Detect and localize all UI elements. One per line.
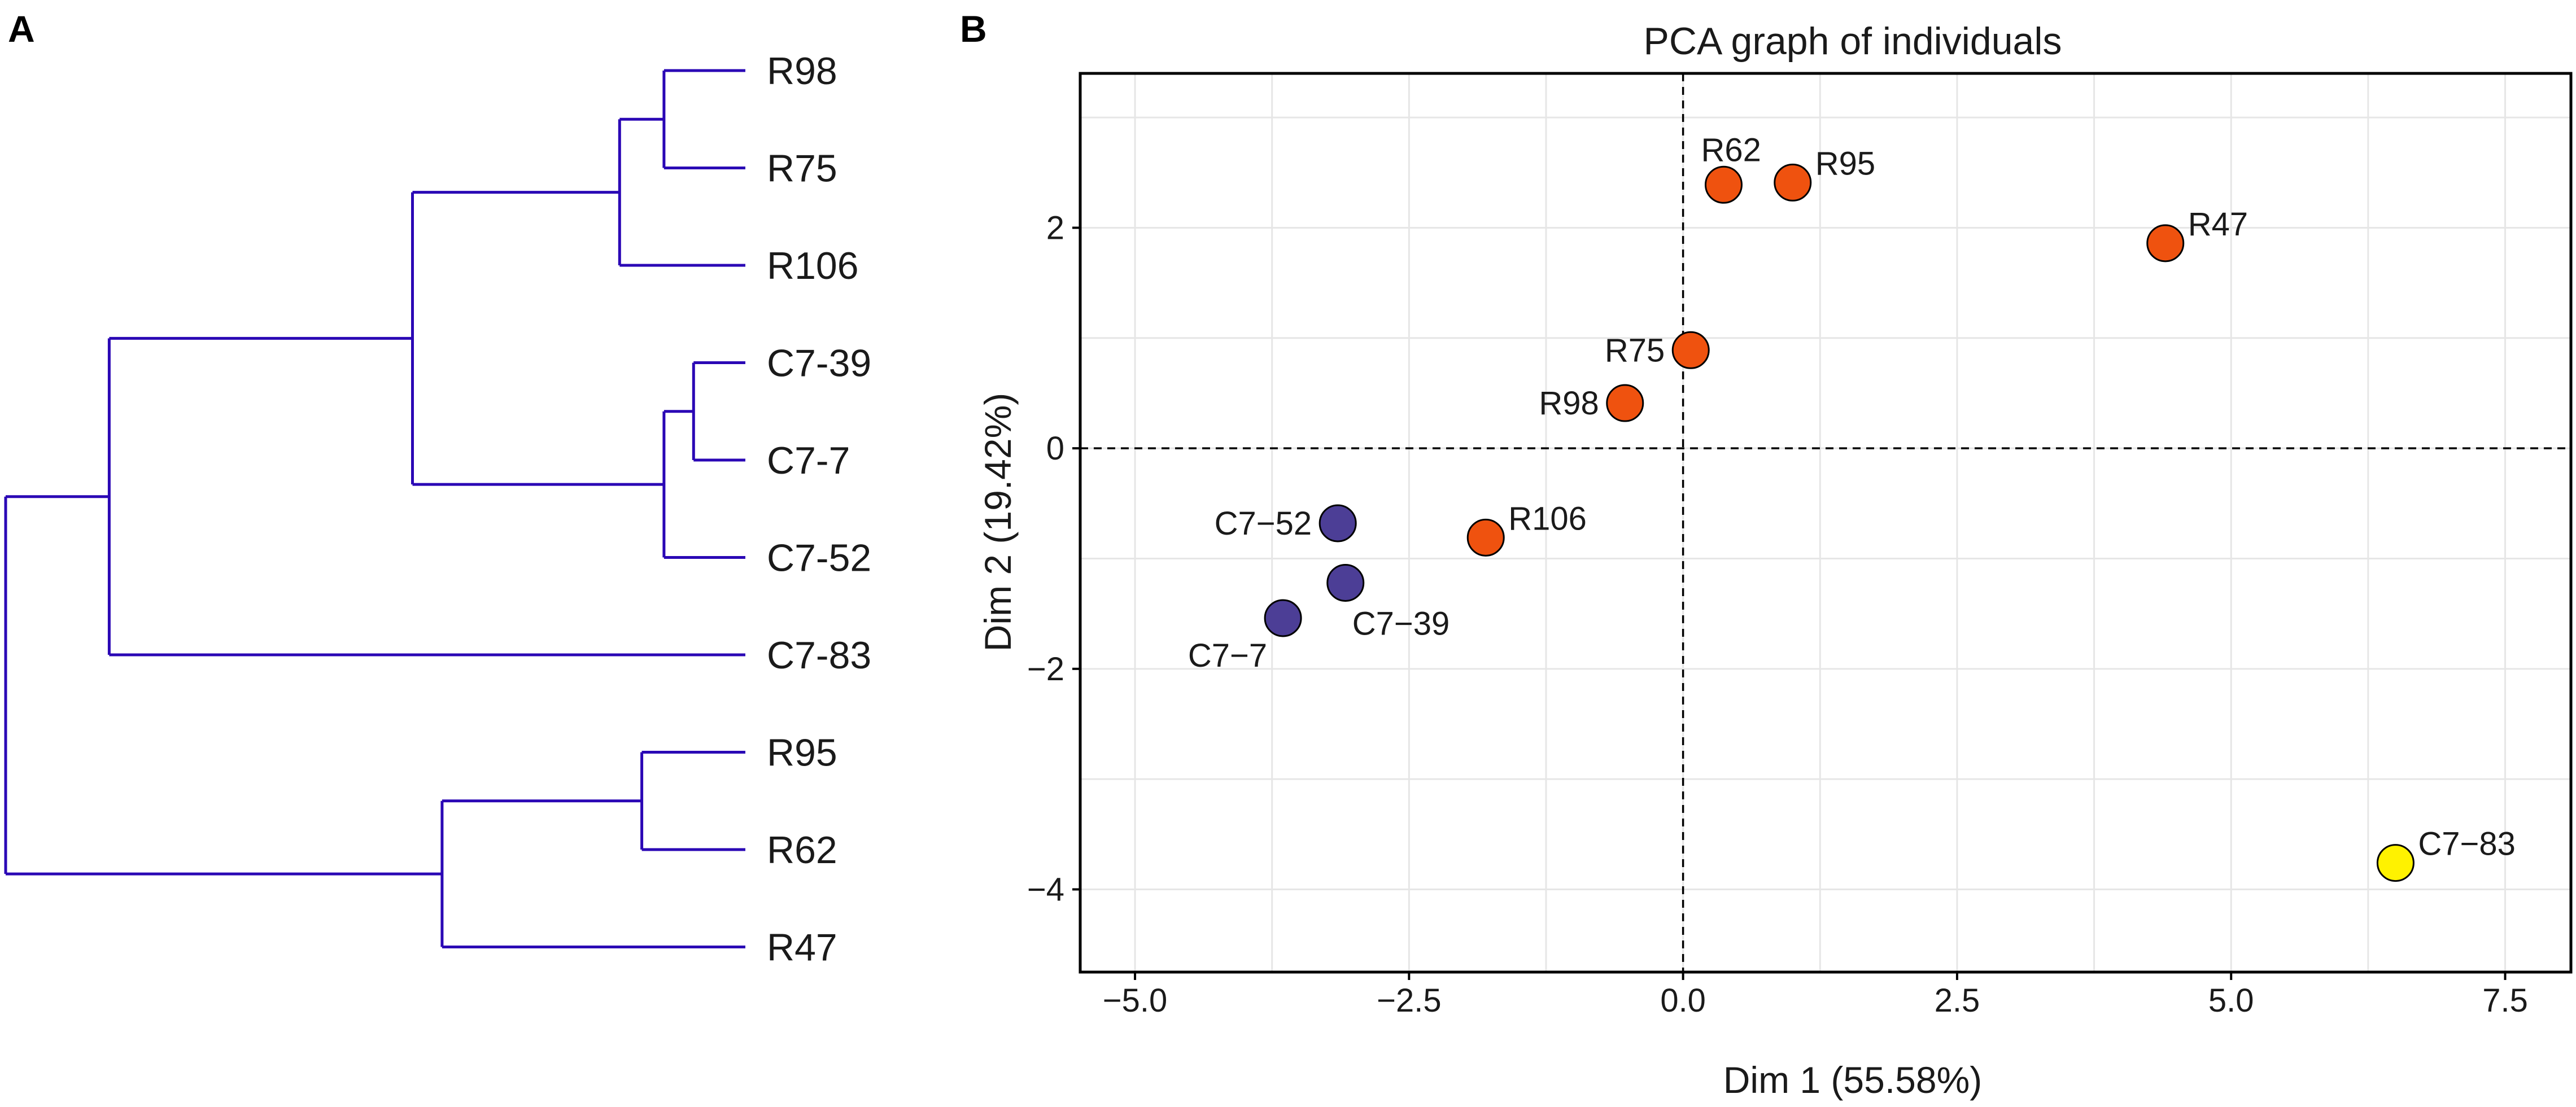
plot-frame <box>1079 72 2573 974</box>
leaf-label-c7-39: C7-39 <box>767 342 871 385</box>
x-axis-ticks: −5.0 −2.5 0.0 2.5 5.0 7.5 <box>1103 972 2528 1019</box>
x-tick-label: 5.0 <box>2208 982 2254 1019</box>
y-axis-ticks: −4 −2 0 2 <box>1027 209 1080 908</box>
point-label-r106: R106 <box>1508 500 1587 537</box>
x-tick-label: 2.5 <box>1935 982 1980 1019</box>
point-label-c7-52: C7−52 <box>1215 505 1312 542</box>
y-axis-title: Dim 2 (19.42%) <box>977 393 1019 652</box>
x-tick-label: 0.0 <box>1660 982 1706 1019</box>
point-c7-83 <box>2376 844 2415 882</box>
leaf-label-c7-7: C7-7 <box>767 439 850 482</box>
point-label-r47: R47 <box>2188 206 2248 243</box>
point-r62 <box>1704 165 1743 204</box>
point-label-r75: R75 <box>1605 332 1665 369</box>
point-r106 <box>1466 518 1505 557</box>
point-label-r95: R95 <box>1815 145 1875 182</box>
panel-a-dendrogram: A R98 R75 R106 C7-39 C7-7 C7-52 C7-83 R95 R62 R47 <box>4 8 871 969</box>
point-r95 <box>1774 163 1812 202</box>
leaf-label-r95: R95 <box>767 732 837 775</box>
point-label-r98: R98 <box>1539 385 1599 422</box>
point-r75 <box>1671 331 1710 369</box>
x-axis-title: Dim 1 (55.58%) <box>1723 1059 1983 1101</box>
point-c7-52 <box>1318 504 1357 542</box>
point-r47 <box>2146 224 2185 262</box>
leaf-label-r106: R106 <box>767 244 859 287</box>
plot-title: PCA graph of individuals <box>1644 20 2062 63</box>
leaf-label-r75: R75 <box>767 147 837 190</box>
x-tick-label: −2.5 <box>1377 982 1442 1019</box>
point-c7-39 <box>1326 563 1365 602</box>
point-label-c7-7: C7−7 <box>1188 637 1267 674</box>
leaf-label-r47: R47 <box>767 926 837 969</box>
point-label-c7-39: C7−39 <box>1352 605 1450 642</box>
leaf-label-r62: R62 <box>767 829 837 872</box>
leaf-label-r98: R98 <box>767 50 837 93</box>
point-c7-7 <box>1264 599 1302 637</box>
dendrogram-leaf-labels: R98 R75 R106 C7-39 C7-7 C7-52 C7-83 R95 R62 R47 <box>767 50 871 969</box>
y-tick-label: 2 <box>1046 209 1064 246</box>
reference-lines <box>1080 73 2571 972</box>
y-tick-label: 0 <box>1046 430 1064 467</box>
leaf-label-c7-83: C7-83 <box>767 634 871 677</box>
x-tick-label: −5.0 <box>1103 982 1168 1019</box>
panel-b-pca-plot: B PCA graph of individuals −5.0 −2.5 0.0 2.… <box>960 8 2573 1101</box>
y-tick-label: −2 <box>1027 651 1064 688</box>
y-tick-label: −4 <box>1027 871 1064 908</box>
point-label-r62: R62 <box>1701 132 1761 168</box>
leaf-label-c7-52: C7-52 <box>767 537 871 580</box>
point-r98 <box>1606 384 1644 422</box>
x-tick-label: 7.5 <box>2482 982 2528 1019</box>
panel-b-letter: B <box>960 8 987 50</box>
scatter-points <box>1264 163 2415 882</box>
panel-a-letter: A <box>8 8 35 50</box>
point-label-c7-83: C7−83 <box>2418 826 2516 863</box>
dendrogram-lines <box>4 69 745 948</box>
